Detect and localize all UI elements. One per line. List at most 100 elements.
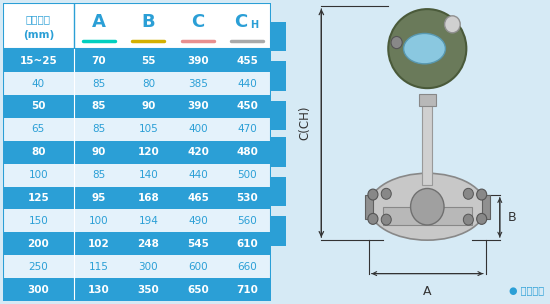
Ellipse shape xyxy=(368,173,486,240)
Text: 168: 168 xyxy=(138,193,160,203)
Text: 500: 500 xyxy=(237,170,257,180)
Bar xyxy=(271,137,287,167)
Ellipse shape xyxy=(388,9,466,88)
Circle shape xyxy=(368,189,378,200)
Text: B: B xyxy=(508,211,516,224)
Text: 65: 65 xyxy=(32,124,45,134)
Text: 248: 248 xyxy=(138,239,160,249)
Text: 390: 390 xyxy=(187,102,209,112)
Text: 350: 350 xyxy=(138,285,160,295)
Text: 440: 440 xyxy=(188,170,208,180)
Text: 200: 200 xyxy=(28,239,49,249)
Text: 480: 480 xyxy=(236,147,258,157)
Circle shape xyxy=(381,188,391,199)
Circle shape xyxy=(410,188,444,225)
Text: 455: 455 xyxy=(236,56,258,66)
Text: A: A xyxy=(423,285,432,298)
Text: 390: 390 xyxy=(187,56,209,66)
Text: 90: 90 xyxy=(141,102,156,112)
Bar xyxy=(3,278,271,301)
Text: 194: 194 xyxy=(139,216,158,226)
Text: 120: 120 xyxy=(138,147,160,157)
Text: B: B xyxy=(141,13,155,31)
Text: C(CH): C(CH) xyxy=(298,106,311,140)
Text: 400: 400 xyxy=(188,124,208,134)
Bar xyxy=(482,195,490,219)
Text: 80: 80 xyxy=(142,78,155,88)
Bar xyxy=(3,209,271,232)
Text: 115: 115 xyxy=(89,262,109,272)
Text: 560: 560 xyxy=(237,216,257,226)
Text: 440: 440 xyxy=(237,78,257,88)
Bar xyxy=(3,3,74,49)
Bar xyxy=(271,61,287,91)
Text: 85: 85 xyxy=(92,78,106,88)
Text: ● 常规仪表: ● 常规仪表 xyxy=(509,285,544,295)
Bar xyxy=(3,118,271,141)
Text: 610: 610 xyxy=(236,239,258,249)
Bar xyxy=(271,101,287,130)
Text: 102: 102 xyxy=(88,239,109,249)
Text: 545: 545 xyxy=(187,239,209,249)
Circle shape xyxy=(463,188,474,199)
Text: 385: 385 xyxy=(188,78,208,88)
Text: C: C xyxy=(234,13,247,31)
Ellipse shape xyxy=(404,33,446,64)
Circle shape xyxy=(477,213,487,224)
Text: 仪表口径: 仪表口径 xyxy=(26,14,51,24)
Text: 300: 300 xyxy=(139,262,158,272)
Text: 105: 105 xyxy=(139,124,158,134)
Text: 420: 420 xyxy=(187,147,209,157)
Text: 470: 470 xyxy=(237,124,257,134)
Text: 150: 150 xyxy=(29,216,48,226)
Bar xyxy=(271,177,287,206)
Text: 250: 250 xyxy=(29,262,48,272)
Bar xyxy=(3,95,271,118)
Bar xyxy=(365,195,373,219)
Text: 80: 80 xyxy=(31,147,46,157)
Bar xyxy=(422,100,432,185)
Bar xyxy=(3,49,271,72)
Text: 15~25: 15~25 xyxy=(19,56,57,66)
Text: 490: 490 xyxy=(188,216,208,226)
Text: 140: 140 xyxy=(139,170,158,180)
Text: 100: 100 xyxy=(89,216,108,226)
Text: 100: 100 xyxy=(29,170,48,180)
Text: A: A xyxy=(92,13,106,31)
Text: 50: 50 xyxy=(31,102,46,112)
Bar xyxy=(383,207,472,225)
Text: 465: 465 xyxy=(187,193,209,203)
Bar xyxy=(3,164,271,187)
Text: 85: 85 xyxy=(92,124,106,134)
Bar xyxy=(419,94,436,106)
Circle shape xyxy=(444,16,460,33)
Text: H: H xyxy=(250,20,258,29)
Text: 650: 650 xyxy=(187,285,209,295)
Text: (mm): (mm) xyxy=(23,30,54,40)
Text: 90: 90 xyxy=(91,147,106,157)
Text: 710: 710 xyxy=(236,285,258,295)
Circle shape xyxy=(477,189,487,200)
Text: 70: 70 xyxy=(91,56,106,66)
Text: 530: 530 xyxy=(236,193,258,203)
Text: 85: 85 xyxy=(91,102,106,112)
Bar xyxy=(3,72,271,95)
Bar xyxy=(74,3,271,49)
Text: 55: 55 xyxy=(141,56,156,66)
Text: 125: 125 xyxy=(28,193,49,203)
Text: 300: 300 xyxy=(28,285,49,295)
Bar xyxy=(3,255,271,278)
Text: 95: 95 xyxy=(91,193,106,203)
Text: C: C xyxy=(191,13,205,31)
Text: 130: 130 xyxy=(88,285,109,295)
Text: 600: 600 xyxy=(188,262,208,272)
Bar xyxy=(271,216,287,246)
Text: 660: 660 xyxy=(237,262,257,272)
Text: 40: 40 xyxy=(32,78,45,88)
Circle shape xyxy=(463,214,474,225)
Bar xyxy=(3,187,271,209)
Bar xyxy=(271,22,287,51)
Circle shape xyxy=(391,36,402,49)
Bar xyxy=(3,141,271,164)
Circle shape xyxy=(381,214,391,225)
